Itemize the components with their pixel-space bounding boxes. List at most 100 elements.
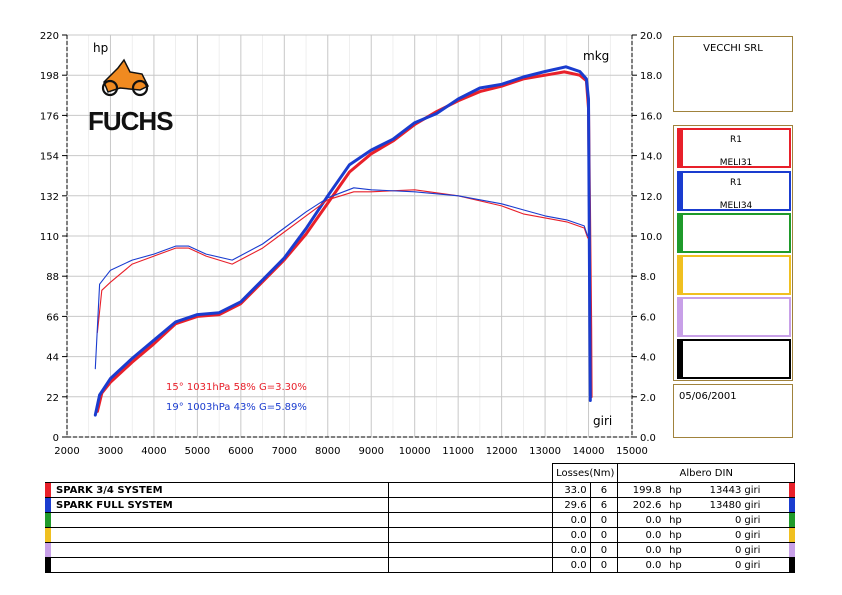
run-name: SPARK 3/4 SYSTEM [56, 484, 163, 496]
table-row: 0.0 0 0.0 hp 0 giri [44, 557, 795, 573]
run-name-cell [44, 542, 390, 558]
max-hp: 0.0 [645, 514, 662, 526]
series-torque-red [96, 189, 589, 334]
legend-item-1: R1 MELI31 [677, 128, 791, 168]
table-row: SPARK FULL SYSTEM 29.6 6 202.6 hp 13480 giri [44, 497, 795, 513]
fuchs-logo: FUCHS [88, 58, 174, 136]
results-table: Losses(Nm) Albero DIN SPARK 3/4 SYSTEM 33… [44, 463, 795, 573]
run-name-cell: SPARK 3/4 SYSTEM [44, 482, 390, 498]
y-tick-label: 66 [46, 312, 59, 323]
run-note-cell [388, 542, 554, 558]
run-note-cell [388, 557, 554, 573]
hp-unit: hp [669, 514, 682, 526]
losses-count: 0 [589, 527, 619, 543]
losses-value: 33.0 [552, 482, 591, 498]
x-tick-label: 13000 [529, 446, 561, 457]
y2-tick-label: 18.0 [640, 71, 662, 82]
right-axis-unit: mkg [583, 49, 609, 63]
row-color-swatch [789, 498, 795, 512]
y2-tick-label: 20.0 [640, 31, 662, 42]
albero-cell: 0.0 hp 0 giri [617, 512, 795, 528]
y-tick-label: 110 [40, 232, 59, 243]
rpm-unit: giri [744, 484, 761, 496]
header-blank [45, 463, 554, 483]
table-row: 0.0 0 0.0 hp 0 giri [44, 542, 795, 558]
run-note-cell [388, 482, 554, 498]
hp-unit: hp [669, 529, 682, 541]
rpm-unit: giri [744, 544, 761, 556]
row-color-swatch [45, 558, 51, 572]
y2-tick-label: 14.0 [640, 152, 662, 163]
row-color-swatch [789, 483, 795, 497]
max-hp: 202.6 [632, 499, 662, 511]
max-rpm: 13443 [709, 484, 742, 496]
test-conditions-red: 15° 1031hPa 58% G=3.30% [166, 382, 307, 393]
run-note-cell [388, 497, 554, 513]
y2-tick-label: 2.0 [640, 393, 656, 404]
grid [66, 34, 633, 438]
y2-tick-label: 6.0 [640, 312, 656, 323]
test-conditions-blue: 19° 1003hPa 43% G=5.89% [166, 402, 307, 413]
y-tick-label: 132 [40, 192, 59, 203]
losses-count: 0 [589, 557, 619, 573]
x-tick-label: 8000 [315, 446, 340, 457]
legend-item-2: R1 MELI34 [677, 171, 791, 211]
rpm-unit: giri [744, 499, 761, 511]
x-tick-label: 12000 [486, 446, 518, 457]
dyno-chart: 2000 3000 4000 5000 6000 7000 8000 9000 10000 110… [40, 31, 662, 457]
legend: R1 MELI31 R1 MELI34 [673, 125, 793, 381]
albero-header: Albero DIN [617, 463, 795, 483]
legend-item-line1: R1 [730, 135, 742, 145]
max-rpm: 0 [735, 559, 742, 571]
row-color-swatch [45, 498, 51, 512]
x-tick-label: 5000 [185, 446, 210, 457]
losses-value: 29.6 [552, 497, 591, 513]
y-tick-label: 0 [53, 433, 59, 444]
logo-wheel-front [131, 79, 149, 97]
row-color-swatch [789, 513, 795, 527]
legend-item-5 [677, 297, 791, 337]
row-color-swatch [789, 558, 795, 572]
rpm-unit: giri [744, 529, 761, 541]
series-power-red [95, 70, 593, 413]
x-tick-label: 14000 [573, 446, 605, 457]
row-color-swatch [45, 513, 51, 527]
losses-value: 0.0 [552, 557, 591, 573]
table-row: SPARK 3/4 SYSTEM 33.0 6 199.8 hp 13443 giri [44, 482, 795, 498]
x-tick-label: 11000 [442, 446, 474, 457]
y2-tick-label: 4.0 [640, 353, 656, 364]
y-tick-label: 88 [46, 272, 59, 283]
albero-cell: 0.0 hp 0 giri [617, 557, 795, 573]
run-note-cell [388, 512, 554, 528]
date-box: 05/06/2001 [673, 384, 793, 438]
albero-cell: 202.6 hp 13480 giri [617, 497, 795, 513]
x-tick-label: 9000 [359, 446, 384, 457]
legend-item-line2: MELI31 [719, 158, 753, 168]
max-rpm: 13480 [709, 499, 742, 511]
max-hp: 0.0 [645, 529, 662, 541]
x-tick-label: 3000 [98, 446, 123, 457]
run-name-cell [44, 527, 390, 543]
series-torque-blue [94, 187, 589, 370]
test-date: 05/06/2001 [679, 391, 737, 402]
hp-unit: hp [669, 559, 682, 571]
logo-wheel-back [101, 79, 119, 97]
company-box: VECCHI SRL [673, 36, 793, 112]
losses-value: 0.0 [552, 512, 591, 528]
y-tick-label: 198 [40, 71, 59, 82]
hp-unit: hp [669, 484, 682, 496]
albero-cell: 199.8 hp 13443 giri [617, 482, 795, 498]
y-tick-label: 220 [40, 31, 59, 42]
y-tick-label: 22 [46, 393, 59, 404]
y-tick-label: 44 [46, 353, 59, 364]
company-name: VECCHI SRL [703, 43, 763, 54]
series-power-blue [93, 65, 592, 417]
x-tick-label: 2000 [54, 446, 79, 457]
y-tick-label: 176 [40, 111, 59, 122]
x-tick-label: 6000 [228, 446, 253, 457]
table-row: 0.0 0 0.0 hp 0 giri [44, 527, 795, 543]
row-color-swatch [789, 543, 795, 557]
max-rpm: 0 [735, 544, 742, 556]
losses-count: 6 [589, 482, 619, 498]
bottom-axis-unit: giri [593, 414, 612, 428]
